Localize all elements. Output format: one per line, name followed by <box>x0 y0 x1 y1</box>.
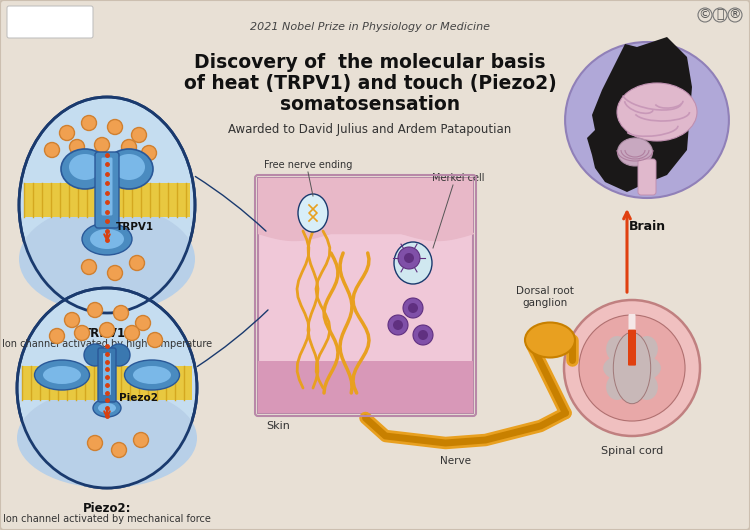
Ellipse shape <box>17 288 197 488</box>
Circle shape <box>64 313 80 328</box>
Text: Discovery of  the molecular basis: Discovery of the molecular basis <box>194 52 546 72</box>
Circle shape <box>388 315 408 335</box>
Circle shape <box>393 320 403 330</box>
Circle shape <box>82 260 97 275</box>
Circle shape <box>418 330 428 340</box>
Ellipse shape <box>19 205 195 313</box>
FancyBboxPatch shape <box>22 366 192 400</box>
Ellipse shape <box>636 374 658 400</box>
Ellipse shape <box>617 83 697 141</box>
Text: Illustration: Illustration <box>29 13 70 22</box>
Polygon shape <box>587 37 692 192</box>
Ellipse shape <box>298 194 328 232</box>
Circle shape <box>131 128 146 143</box>
Circle shape <box>59 126 74 140</box>
Ellipse shape <box>614 332 651 404</box>
Ellipse shape <box>69 154 101 180</box>
Circle shape <box>142 146 157 161</box>
Text: Nerve: Nerve <box>440 456 471 466</box>
Text: TRPV1:: TRPV1: <box>83 327 131 340</box>
Ellipse shape <box>606 336 628 362</box>
Text: Dorsal root
ganglion: Dorsal root ganglion <box>516 286 574 308</box>
Circle shape <box>130 255 145 270</box>
Text: of heat (TRPV1) and touch (Piezo2): of heat (TRPV1) and touch (Piezo2) <box>184 74 556 93</box>
Ellipse shape <box>82 223 132 255</box>
Ellipse shape <box>108 344 130 366</box>
Ellipse shape <box>105 149 153 189</box>
FancyBboxPatch shape <box>258 178 473 413</box>
Circle shape <box>134 432 148 447</box>
Text: Spinal cord: Spinal cord <box>601 446 663 456</box>
Circle shape <box>94 137 110 153</box>
Circle shape <box>122 139 136 155</box>
Ellipse shape <box>19 97 195 313</box>
FancyBboxPatch shape <box>638 159 656 195</box>
Circle shape <box>70 139 85 155</box>
Ellipse shape <box>617 138 652 166</box>
Circle shape <box>107 266 122 280</box>
Text: 2021 Nobel Prize in Physiology or Medicine: 2021 Nobel Prize in Physiology or Medici… <box>250 22 490 32</box>
Circle shape <box>413 325 433 345</box>
Ellipse shape <box>43 366 81 384</box>
FancyBboxPatch shape <box>95 152 119 228</box>
Circle shape <box>148 332 163 348</box>
Ellipse shape <box>61 149 109 189</box>
Ellipse shape <box>636 336 658 362</box>
Text: ⓘ: ⓘ <box>716 8 724 22</box>
Ellipse shape <box>17 388 197 488</box>
Text: Ion channel activated by high temperature: Ion channel activated by high temperatur… <box>2 339 212 349</box>
Circle shape <box>82 116 97 130</box>
Ellipse shape <box>113 154 145 180</box>
FancyBboxPatch shape <box>98 348 116 402</box>
Text: Awarded to David Julius and Ardem Patapoutian: Awarded to David Julius and Ardem Patapo… <box>228 123 512 137</box>
Ellipse shape <box>93 399 121 417</box>
Text: somatosensation: somatosensation <box>280 94 460 113</box>
Ellipse shape <box>606 374 628 400</box>
Circle shape <box>136 315 151 331</box>
Circle shape <box>44 143 59 157</box>
Text: Piezo2: Piezo2 <box>119 393 158 403</box>
Circle shape <box>107 119 122 135</box>
Text: Ion channel activated by mechanical force: Ion channel activated by mechanical forc… <box>3 514 211 524</box>
Ellipse shape <box>84 344 106 366</box>
Text: Brain: Brain <box>628 220 665 233</box>
FancyBboxPatch shape <box>628 314 635 350</box>
Text: ©: © <box>699 8 711 22</box>
FancyBboxPatch shape <box>258 361 473 413</box>
Ellipse shape <box>133 366 171 384</box>
FancyBboxPatch shape <box>24 183 190 217</box>
FancyBboxPatch shape <box>628 330 636 366</box>
Text: Merkel cell: Merkel cell <box>432 173 484 183</box>
Circle shape <box>398 247 420 269</box>
Text: TRPV1: TRPV1 <box>116 222 154 232</box>
Circle shape <box>112 443 127 457</box>
Circle shape <box>579 315 685 421</box>
Text: www.hegasy.de: www.hegasy.de <box>21 25 80 34</box>
Ellipse shape <box>90 229 124 249</box>
Circle shape <box>50 329 64 343</box>
Ellipse shape <box>603 352 661 383</box>
Circle shape <box>100 322 115 338</box>
Circle shape <box>404 253 414 263</box>
Circle shape <box>88 303 103 317</box>
Circle shape <box>74 325 89 340</box>
Text: Skin: Skin <box>266 421 290 431</box>
Ellipse shape <box>565 42 729 198</box>
FancyBboxPatch shape <box>103 353 111 395</box>
FancyBboxPatch shape <box>258 178 473 233</box>
FancyBboxPatch shape <box>101 157 112 216</box>
Ellipse shape <box>394 242 432 284</box>
Ellipse shape <box>98 403 116 413</box>
Circle shape <box>403 298 423 318</box>
Circle shape <box>564 300 700 436</box>
FancyBboxPatch shape <box>7 6 93 38</box>
Text: Free nerve ending: Free nerve ending <box>264 160 352 170</box>
Circle shape <box>113 305 128 321</box>
Circle shape <box>124 325 140 340</box>
Text: ®: ® <box>729 8 741 22</box>
Circle shape <box>88 436 103 450</box>
Ellipse shape <box>34 360 89 390</box>
Ellipse shape <box>525 322 575 358</box>
Circle shape <box>408 303 418 313</box>
